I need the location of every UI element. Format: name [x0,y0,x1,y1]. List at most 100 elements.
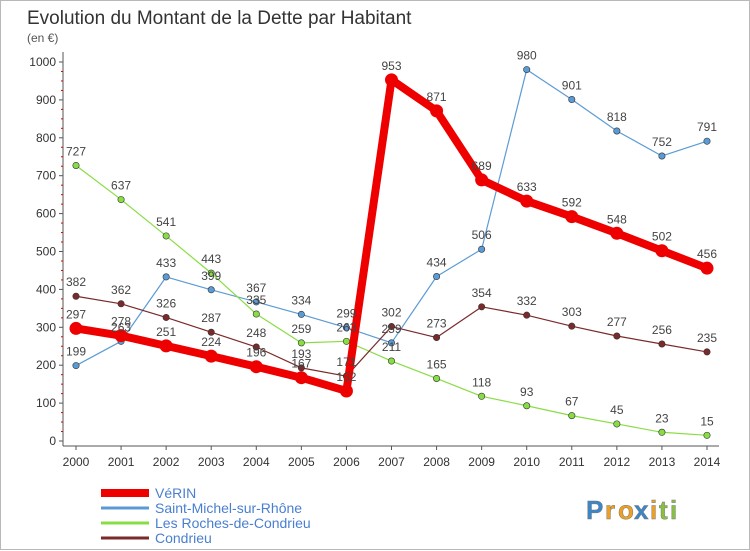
data-label: 235 [697,331,717,345]
data-label: 278 [111,315,131,329]
data-point [252,343,260,351]
y-tick-label: 1000 [29,55,56,69]
data-point [72,161,80,169]
x-tick-label: 2014 [694,455,721,469]
chart-subtitle: (en €) [27,31,58,45]
data-label: 299 [336,307,356,321]
data-point [159,339,173,353]
x-tick-label: 2003 [198,455,225,469]
data-label: 259 [291,322,311,336]
data-label: 67 [565,395,579,409]
data-label: 335 [246,293,266,307]
data-label: 362 [111,283,131,297]
data-point [703,348,711,356]
y-tick-label: 800 [36,131,56,145]
y-tick-label: 100 [36,396,56,410]
data-point [613,127,621,135]
x-tick-label: 2001 [108,455,135,469]
data-point [433,334,441,342]
x-tick-label: 2007 [378,455,405,469]
data-point [385,73,398,87]
data-label: 211 [382,340,401,354]
data-label: 256 [652,323,672,337]
data-point [342,337,350,345]
data-point [342,324,350,332]
data-point [658,152,666,160]
data-point [523,66,531,74]
data-point [658,340,666,348]
series-lines [69,66,714,439]
data-point [520,194,534,208]
data-point [207,286,215,294]
logo-letter: x [634,495,649,525]
data-point [568,412,576,420]
data-label: 633 [517,180,537,194]
data-label: 193 [291,347,311,361]
data-label: 297 [66,307,86,321]
data-point [655,244,669,258]
data-point [117,300,125,308]
data-point [249,360,263,374]
data-label: 196 [246,346,266,360]
data-point [703,137,711,145]
logo-letter: i [650,495,657,525]
chart-title: Evolution du Montant de la Dette par Hab… [27,8,412,29]
data-label: 980 [517,49,537,63]
data-point [700,261,714,275]
y-tick-label: 900 [36,93,56,107]
data-point [162,232,170,240]
data-point [703,431,711,439]
data-point [565,210,579,224]
data-label: 277 [607,315,627,329]
data-point [387,339,395,347]
logo-letter: i [670,495,677,525]
legend-label: Saint-Michel-sur-Rhône [155,500,302,516]
data-point [162,313,170,321]
data-label: 251 [156,325,176,339]
x-tick-label: 2000 [63,455,90,469]
x-tick-label: 2010 [513,455,540,469]
data-label: 93 [520,385,534,399]
data-point [658,428,666,436]
y-tick-label: 0 [49,434,56,448]
data-point [387,323,395,331]
data-label: 171 [336,355,356,369]
data-label: 224 [201,335,221,349]
data-label: 443 [201,252,221,266]
data-label: 592 [562,196,582,210]
data-label: 248 [246,326,266,340]
data-point [523,311,531,319]
y-tick-label: 200 [36,358,56,372]
data-label: 367 [246,281,266,295]
data-point [433,273,441,281]
x-tick-label: 2002 [153,455,180,469]
y-tick-label: 600 [36,207,56,221]
data-point [72,292,80,300]
logo-letter: r [605,495,615,525]
data-point [433,374,441,382]
data-label: 332 [517,294,537,308]
logo-letter: o [618,495,634,525]
data-label: 45 [610,403,624,417]
data-point [613,420,621,428]
data-point [430,104,444,118]
x-tick-label: 2013 [649,455,676,469]
data-label: 15 [700,414,714,428]
y-tick-label: 500 [36,245,56,259]
data-label: 953 [381,59,401,73]
x-tick-label: 2008 [423,455,450,469]
data-label: 334 [291,293,311,307]
data-label: 433 [156,256,176,270]
data-label: 871 [427,90,447,104]
data-point [478,392,486,400]
y-tick-label: 300 [36,320,56,334]
logo-letter: t [659,495,668,525]
data-label: 167 [291,357,311,371]
x-tick-label: 2004 [243,455,270,469]
data-point [117,196,125,204]
data-label: 273 [427,317,447,331]
data-point [613,332,621,340]
